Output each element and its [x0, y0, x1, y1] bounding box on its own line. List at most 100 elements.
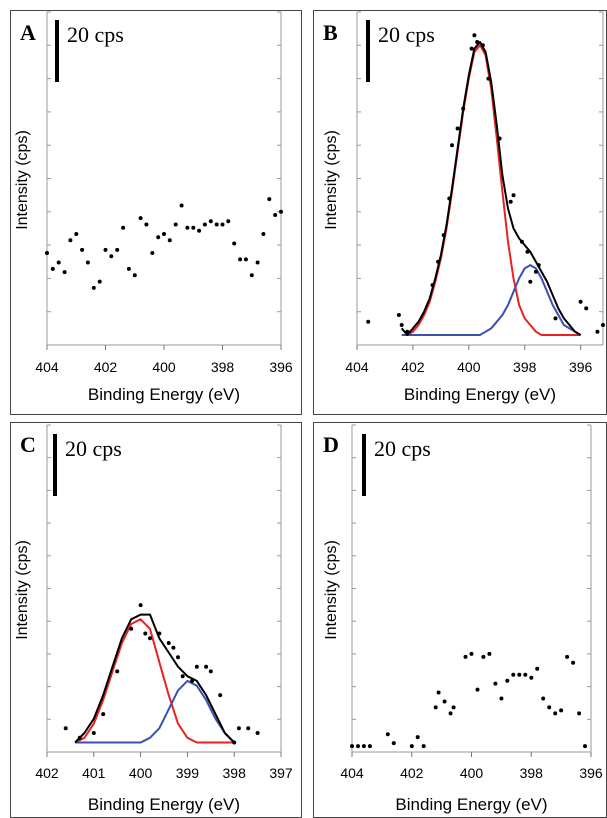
envelope-line: [74, 613, 235, 744]
data-point: [433, 705, 438, 710]
x-tick-label: 400: [460, 765, 484, 781]
x-tick-label: 402: [400, 765, 424, 781]
x-axis-label: Binding Energy (eV): [395, 795, 547, 814]
data-point: [497, 136, 502, 141]
data-point: [218, 693, 223, 698]
data-point: [171, 645, 176, 650]
data-point: [232, 740, 237, 745]
data-point: [405, 329, 410, 334]
data-point: [208, 219, 213, 224]
x-tick-label: 402: [401, 359, 425, 375]
scale-bar-label: 20 cps: [65, 436, 122, 461]
data-point: [469, 651, 474, 656]
data-point: [577, 711, 582, 716]
panel-letter: B: [323, 20, 338, 45]
x-tick-label: 396: [569, 359, 593, 375]
data-point: [173, 222, 178, 227]
data-point: [132, 273, 137, 278]
data-point: [97, 279, 102, 284]
data-point: [519, 239, 524, 244]
data-point: [533, 269, 538, 274]
data-point: [144, 222, 149, 227]
data-point: [356, 744, 360, 749]
data-point: [214, 222, 219, 227]
data-point: [103, 247, 108, 252]
data-point: [238, 257, 243, 262]
data-point: [162, 232, 166, 236]
data-point: [101, 712, 106, 717]
x-tick-label: 400: [129, 765, 153, 781]
data-point: [511, 672, 516, 677]
data-point: [232, 241, 237, 246]
x-tick-label: 399: [176, 765, 200, 781]
data-point: [279, 209, 283, 214]
data-point: [517, 672, 522, 677]
x-tick-label: 400: [457, 359, 481, 375]
data-point: [447, 196, 452, 201]
scale-bar-label: 20 cps: [378, 22, 435, 47]
scale-bar-label: 20 cps: [67, 22, 124, 47]
data-point: [553, 711, 558, 716]
data-point: [202, 222, 207, 227]
data-point: [525, 249, 530, 254]
data-point: [469, 46, 474, 51]
x-tick-label: 396: [579, 765, 603, 781]
data-point: [541, 696, 546, 701]
data-point: [559, 708, 564, 713]
data-point: [85, 260, 90, 265]
data-point: [208, 669, 213, 674]
data-point: [91, 285, 96, 290]
data-points: [366, 33, 605, 334]
data-point: [442, 699, 447, 704]
data-point: [565, 654, 570, 659]
data-point: [583, 744, 587, 749]
data-point: [535, 666, 540, 671]
data-point: [194, 664, 199, 669]
data-point: [461, 106, 466, 111]
y-axis-label: Intensity (cps): [14, 130, 31, 230]
data-point: [415, 735, 420, 740]
data-point: [499, 696, 504, 701]
data-point: [436, 690, 441, 695]
data-point: [129, 626, 134, 631]
data-point: [148, 636, 152, 641]
data-point: [595, 329, 600, 334]
data-point: [226, 219, 231, 224]
data-point: [191, 225, 196, 230]
x-tick-label: 398: [520, 765, 544, 781]
data-point: [150, 251, 155, 255]
data-point: [121, 225, 126, 230]
x-tick-label: 404: [345, 359, 369, 375]
x-tick-label: 402: [35, 765, 59, 781]
data-point: [68, 238, 73, 243]
data-point: [505, 678, 510, 683]
data-point: [45, 251, 49, 255]
x-tick-label: 404: [35, 359, 59, 375]
data-point: [578, 299, 583, 304]
data-point: [508, 199, 513, 204]
x-tick-label: 396: [269, 359, 293, 375]
panel-frame: [10, 10, 302, 415]
x-tick-label: 401: [82, 765, 106, 781]
data-point: [385, 732, 390, 737]
data-point: [91, 731, 96, 735]
x-axis-label: Binding Energy (eV): [404, 385, 556, 404]
data-point: [399, 323, 404, 327]
x-tick-label: 397: [269, 765, 293, 781]
data-point: [255, 731, 260, 735]
data-point: [448, 711, 453, 716]
data-point: [56, 260, 61, 265]
component-2-line: [401, 264, 582, 336]
data-point: [430, 283, 435, 288]
data-point: [481, 654, 486, 659]
panel-letter: A: [20, 20, 36, 45]
panel-letter: D: [323, 432, 339, 457]
panel-frame: [313, 422, 607, 818]
data-point: [487, 651, 492, 656]
data-point: [156, 235, 161, 240]
data-points: [63, 603, 260, 745]
data-point: [528, 279, 533, 284]
data-point: [176, 655, 180, 660]
data-point: [584, 306, 589, 311]
